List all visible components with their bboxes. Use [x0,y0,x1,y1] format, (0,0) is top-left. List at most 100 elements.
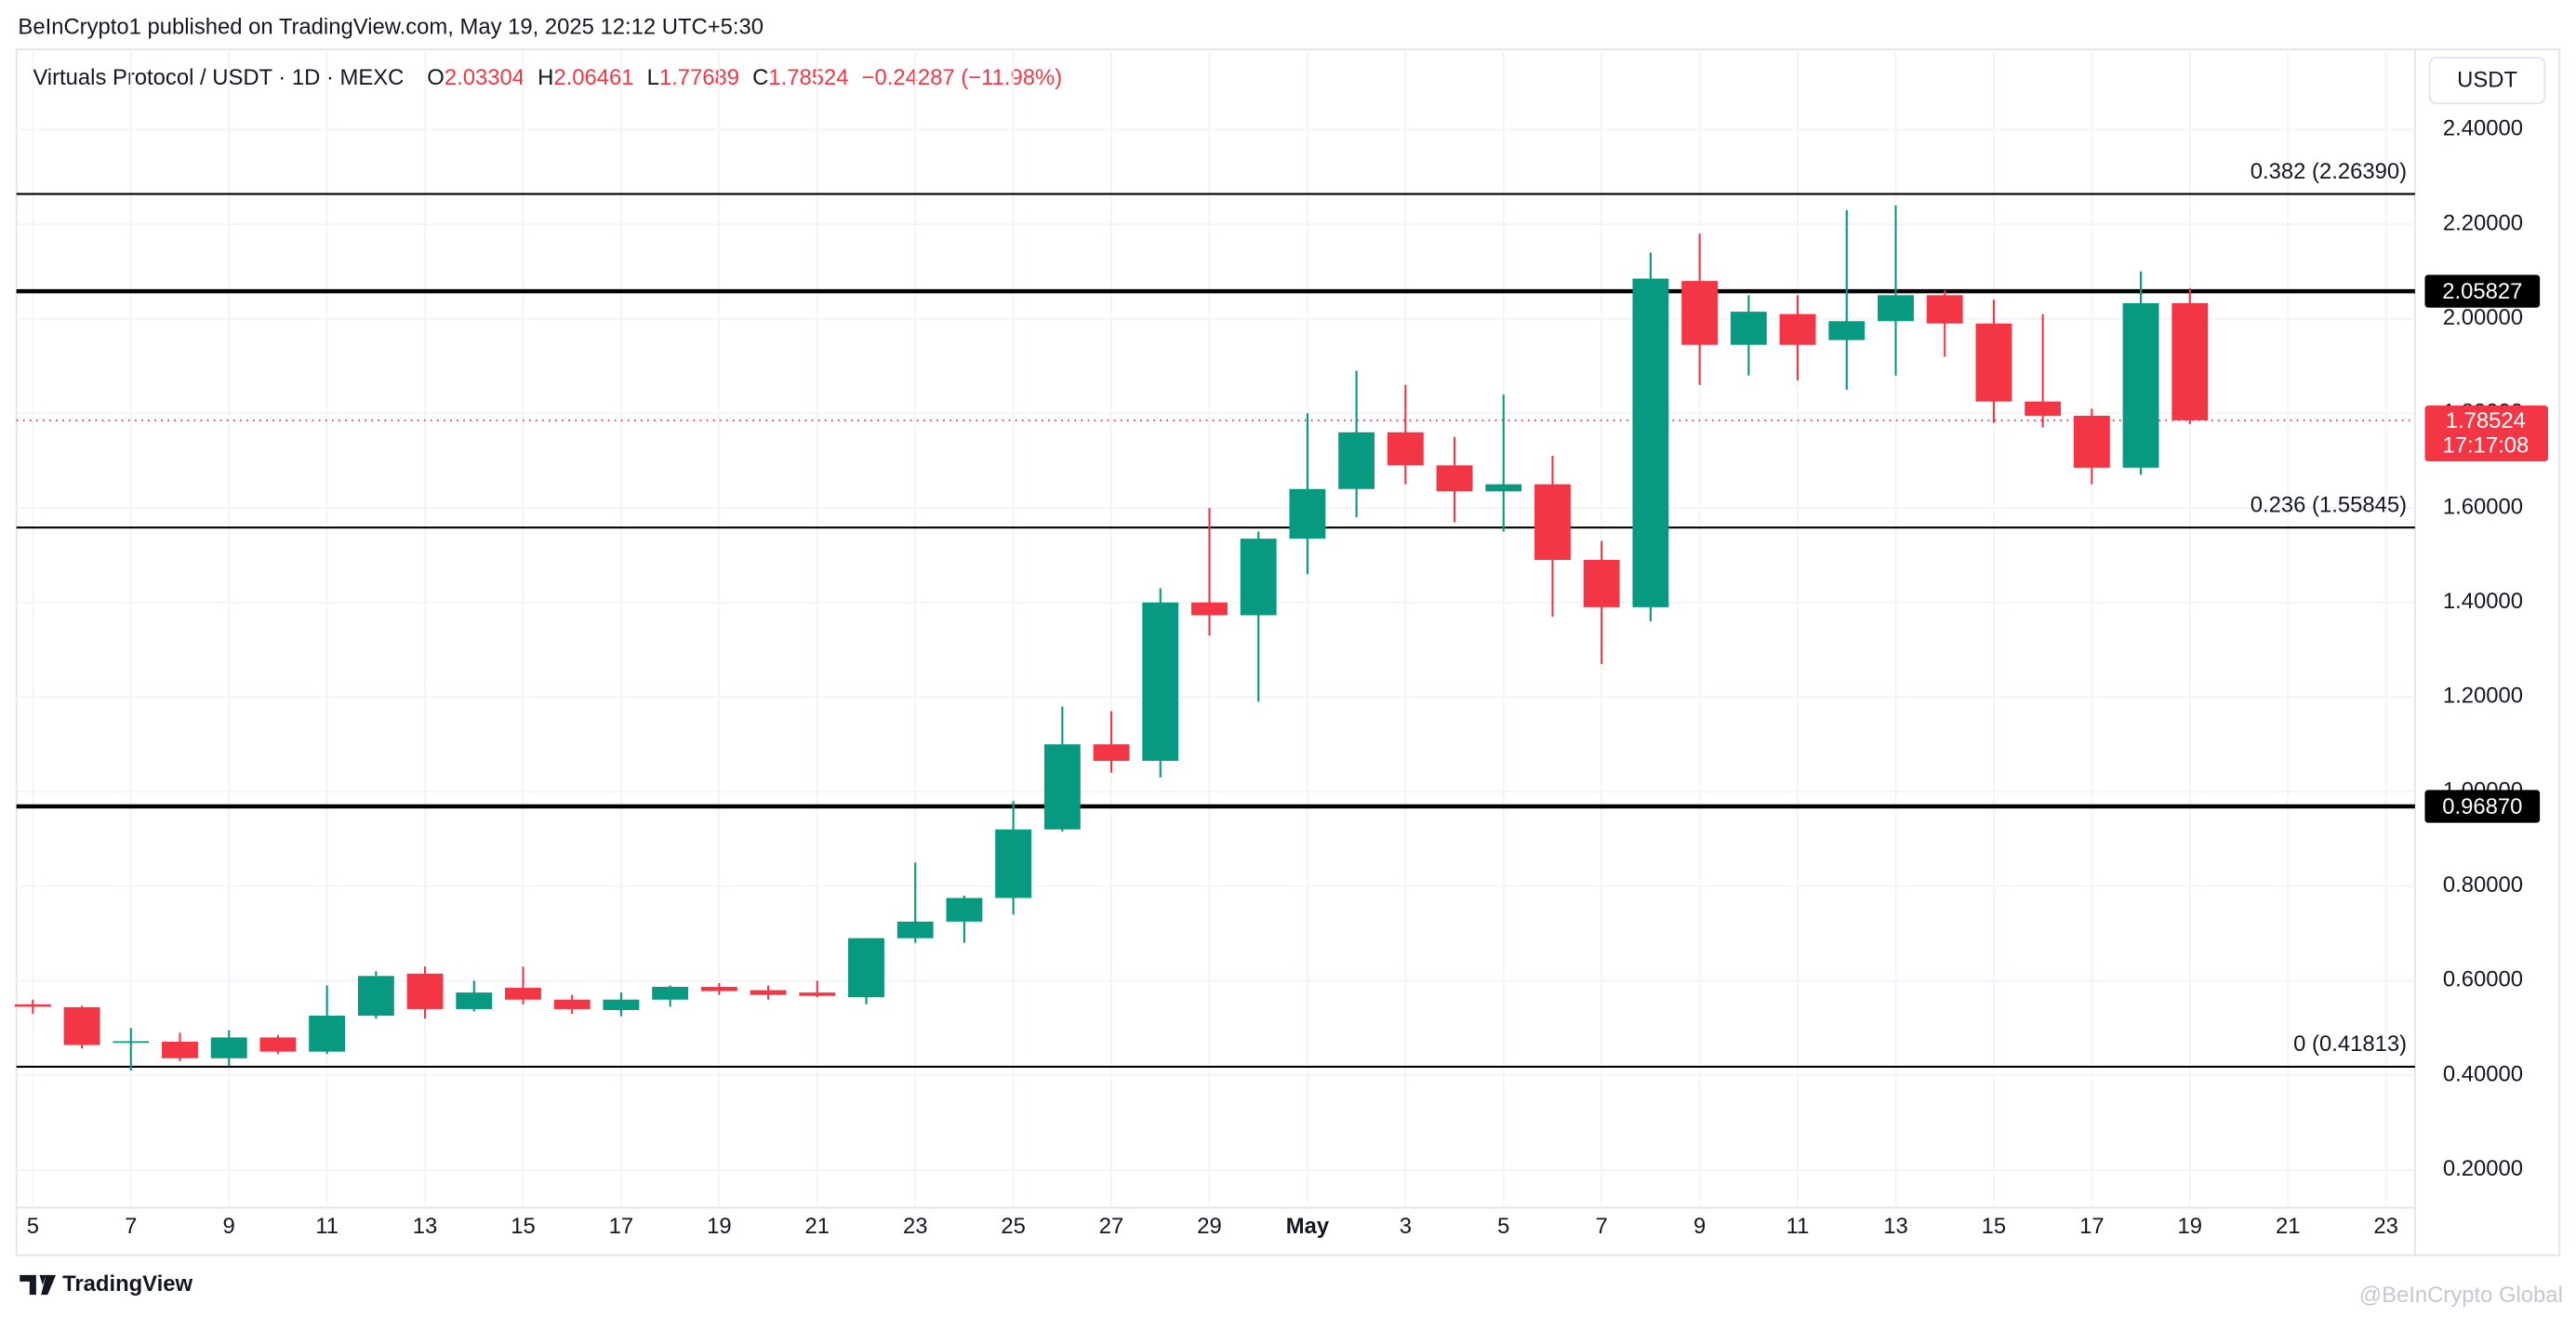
candle-body [505,988,541,1000]
x-tick-label: 15 [511,1214,536,1239]
level-label: 0.382 (2.26390) [2251,159,2407,184]
x-tick-label: 11 [315,1214,339,1239]
candle-body [1338,432,1375,489]
brand: TradingView [62,1271,193,1297]
candle-body [700,987,737,991]
level-price-box [2424,274,2541,308]
candle-body [1142,602,1179,762]
x-tick-label: 21 [805,1214,830,1239]
x-tick-label: 9 [223,1214,235,1239]
x-tick-label: 7 [1596,1214,1608,1239]
ohlc-key: C [752,65,768,90]
ohlc-value: 1.78524 [768,65,848,90]
candle-body [1730,312,1767,345]
x-tick-label: 5 [27,1214,39,1239]
ohlc-value: 2.03304 [445,65,524,90]
ohlc-key: O [427,65,445,90]
candle-body [799,992,836,996]
candle-body [1289,488,1326,539]
candle-body [14,1004,51,1007]
candle-body [1093,744,1130,762]
candle-body [1583,560,1620,607]
ohlc-key: H [538,65,553,90]
x-tick-label: 19 [707,1214,732,1239]
level-price-label: 2.05827 [2442,279,2522,304]
candle-body [210,1037,247,1058]
candle-body [1632,278,1669,607]
candle-body [2122,302,2159,468]
currency-button[interactable] [2428,56,2546,105]
ohlc-value: 1.77689 [659,65,739,90]
y-tick-label: 1.20000 [2443,684,2523,709]
candle-body [995,829,1032,898]
currency[interactable]: USDT [2457,68,2517,93]
x-tick-label: 27 [1099,1214,1124,1239]
candle-body [259,1037,297,1052]
candle-body [1191,602,1228,616]
candle-body [603,999,640,1010]
y-tick-label: 2.40000 [2443,116,2523,141]
candle-body [357,976,394,1017]
y-tick-label: 0.40000 [2443,1061,2523,1086]
candle-body [1240,539,1277,616]
level-label: 0 (0.41813) [2293,1031,2407,1057]
candle-body [750,990,787,995]
publisher: BeInCrypto1 published on TradingView.com… [18,14,764,39]
candle-body [946,898,983,922]
level-label: 0.236 (1.55845) [2251,493,2407,518]
candle-body [1828,321,1866,340]
candle-body [1975,323,2012,402]
x-tick-label: 23 [2373,1214,2398,1239]
candle-body [896,921,934,938]
candle-body [1878,295,1914,322]
candle-body [309,1016,346,1052]
last-price-label: 1.78524 [2446,408,2526,433]
candle-body [1779,313,1816,345]
y-tick-label: 0.20000 [2443,1156,2523,1181]
x-tick-label: 13 [1883,1214,1908,1239]
countdown: 17:17:08 [2442,432,2529,458]
candle-body [652,987,689,1000]
y-tick-label: 2.00000 [2443,305,2523,330]
candle-body [1387,432,1424,466]
candle-body [2171,302,2209,420]
x-tick-label: 13 [413,1214,438,1239]
x-tick-label: 17 [609,1214,634,1239]
ohlc-key: L [647,65,659,90]
candle-body [1043,744,1081,830]
candle-body [1681,281,1719,345]
candle-body [2073,415,2110,468]
y-tick-label: 1.40000 [2443,589,2523,614]
candle-body [1485,484,1522,492]
candle-body [553,999,591,1009]
x-tick-label: 17 [2079,1214,2105,1239]
candle-body [162,1042,198,1058]
chart-frame [15,48,2561,1257]
brand-logo [20,1274,57,1296]
x-tick-label: 3 [1400,1214,1412,1239]
y-tick-label: 0.80000 [2443,872,2523,898]
candle-body [2025,401,2062,416]
candle-body [63,1006,100,1045]
candle-body [1534,484,1571,561]
candle-body [456,992,493,1009]
level-price-label: 0.96870 [2442,794,2522,819]
candle-body [1926,295,1963,324]
watermark: @BeInCrypto Global [2359,1283,2563,1308]
y-tick-label: 1.60000 [2443,494,2523,519]
x-tick-label: 15 [1982,1214,2007,1239]
change: −0.24287 (−11.98%) [862,65,1062,90]
x-tick-label: 25 [1001,1214,1026,1239]
x-tick-label: 11 [1786,1214,1810,1239]
x-tick-label: 7 [125,1214,137,1239]
candle-body [113,1041,150,1044]
x-tick-label: 29 [1197,1214,1222,1239]
candle-body [406,973,444,1009]
ohlc-header: O2.03304 H2.06461 L1.77689 C1.78524 −0.24287… [427,65,1062,90]
x-tick-label: May [1286,1214,1330,1239]
last-price-box [2424,406,2548,462]
candle-body [1436,465,1473,492]
y-tick-label: 2.20000 [2443,210,2523,235]
